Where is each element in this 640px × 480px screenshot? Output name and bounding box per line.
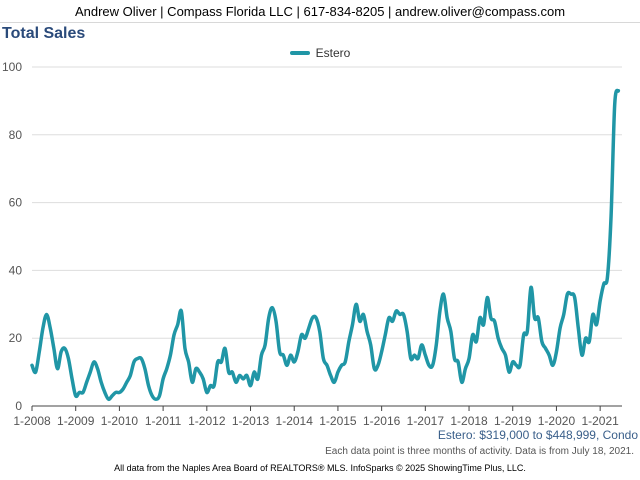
chart-subtitle: Estero: $319,000 to $448,999, Condo (437, 428, 638, 442)
x-tick-label: 1-2016 (363, 414, 401, 428)
x-tick-label: 1-2009 (57, 414, 95, 428)
x-tick-label: 1-2013 (232, 414, 270, 428)
legend-swatch-estero (289, 51, 310, 55)
agent-contact-header: Andrew Oliver | Compass Florida LLC | 61… (0, 0, 640, 23)
y-tick-label: 40 (9, 263, 23, 277)
x-tick-label: 1-2021 (581, 414, 619, 428)
chart-title: Total Sales (2, 25, 86, 42)
chart-legend[interactable]: Estero (0, 46, 640, 60)
x-tick-label: 1-2012 (188, 414, 226, 428)
y-tick-label: 80 (9, 128, 23, 142)
x-tick-label: 1-2011 (145, 414, 182, 428)
x-tick-label: 1-2014 (276, 414, 314, 428)
x-tick-label: 1-2017 (407, 414, 445, 428)
y-tick-label: 20 (9, 331, 23, 345)
x-tick-label: 1-2008 (13, 414, 51, 428)
y-tick-label: 100 (2, 60, 22, 74)
legend-label-estero: Estero (315, 46, 351, 60)
x-tick-label: 1-2015 (319, 414, 357, 428)
y-tick-label: 60 (9, 196, 23, 210)
agent-contact-text: Andrew Oliver | Compass Florida LLC | 61… (74, 3, 566, 19)
x-tick-label: 1-2010 (101, 414, 139, 428)
y-tick-label: 0 (15, 399, 22, 413)
x-tick-label: 1-2020 (538, 414, 576, 428)
x-tick-label: 1-2018 (450, 414, 488, 428)
data-attribution-footer: All data from the Naples Area Board of R… (114, 463, 526, 473)
x-tick-label: 1-2019 (494, 414, 532, 428)
series-line-estero (30, 88, 621, 402)
data-note: Each data point is three months of activ… (325, 446, 634, 457)
